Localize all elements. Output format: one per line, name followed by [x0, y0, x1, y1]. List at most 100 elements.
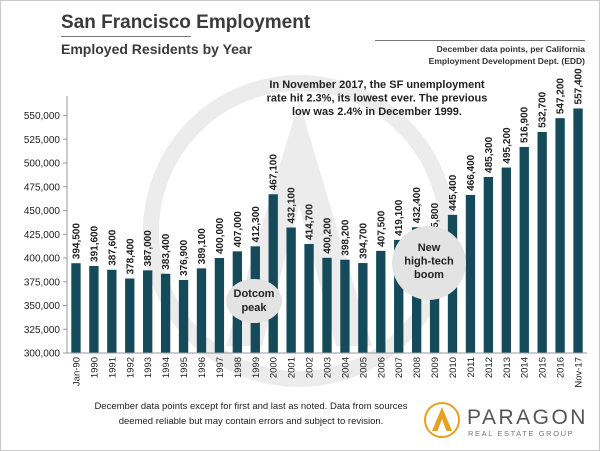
bar: [196, 268, 207, 353]
x-tick-label: 2016: [556, 357, 567, 378]
bar: [125, 278, 135, 353]
x-tick-label: 2002: [305, 357, 316, 378]
y-tick-label: 500,000: [24, 159, 61, 170]
x-tick-label: 1996: [197, 357, 208, 378]
bar: [394, 239, 404, 353]
unemployment-note-line: rate hit 2.3%, its lowest ever. The prev…: [267, 93, 488, 105]
unemployment-note-line: low was 2.4% in December 1999.: [292, 106, 462, 118]
x-tick-label: 1997: [215, 357, 226, 378]
y-tick-label: 425,000: [24, 230, 61, 241]
y-axis: 300,000 325,000 350,000 375,000 400,000 425,0…: [24, 96, 68, 360]
y-tick-label: 325,000: [24, 325, 61, 336]
paragon-logo: PARAGON REAL ESTATE GROUP: [424, 402, 588, 438]
data-label: 557,400: [574, 68, 585, 105]
data-label: 407,000: [233, 211, 244, 248]
bar: [286, 227, 296, 353]
data-label: 415,800: [430, 202, 441, 239]
x-tick-label: 2006: [376, 357, 387, 378]
bar: [268, 194, 278, 353]
x-tick-label: 1991: [107, 357, 118, 378]
data-label: 376,900: [179, 239, 190, 276]
hightech-callout-line: boom: [414, 269, 444, 281]
footer-line-2: deemed reliable but may contain errors a…: [118, 416, 384, 427]
bar: [519, 146, 529, 353]
bar: [304, 244, 314, 353]
bar: [537, 131, 547, 353]
footer-note: December data points except for first an…: [71, 399, 431, 429]
bar: [465, 194, 476, 353]
x-tick-label: 2003: [323, 357, 334, 378]
y-tick-label: 450,000: [24, 206, 61, 217]
data-label: 394,700: [358, 222, 369, 259]
data-label: 445,400: [448, 174, 459, 211]
dotcom-callout-bubble: [226, 279, 282, 323]
data-label: 485,300: [484, 136, 495, 173]
x-tick-label: Nov-17: [574, 357, 585, 388]
x-tick-label: 1992: [125, 357, 136, 378]
x-tick-label: 2013: [502, 357, 513, 378]
y-tick-label: 350,000: [24, 301, 61, 312]
data-label: 407,500: [376, 210, 387, 247]
bar: [501, 167, 511, 353]
data-label: 387,600: [107, 229, 118, 266]
bar: [178, 279, 189, 353]
bar: [376, 250, 386, 353]
data-label: 547,200: [556, 78, 567, 115]
data-label: 467,100: [269, 154, 280, 191]
y-tick-label: 400,000: [24, 254, 61, 265]
x-tick-label: 2005: [358, 357, 369, 378]
bar: [71, 263, 81, 353]
bar: [143, 270, 153, 353]
chart-subtitle: Employed Residents by Year: [61, 41, 253, 57]
data-label: 394,500: [71, 223, 82, 260]
x-tick-label: 1999: [251, 357, 262, 378]
data-label: 412,300: [251, 206, 262, 243]
y-tick-label: 550,000: [24, 111, 61, 122]
x-tick-label: 2007: [394, 357, 405, 378]
data-label: 391,600: [89, 225, 100, 262]
dotcom-callout-line: Dotcom: [234, 288, 275, 300]
chart-title: San Francisco Employment: [61, 12, 311, 33]
x-tick-label: 2000: [269, 357, 280, 378]
x-tick-label: 2009: [430, 357, 441, 378]
paragon-emblem-icon: [424, 402, 460, 438]
source-note: December data points, per California Emp…: [375, 37, 585, 67]
hightech-callout-bubble: [392, 226, 466, 300]
hightech-callout-line: high-tech: [404, 256, 454, 268]
x-tick-label: 1993: [143, 357, 154, 378]
data-label: 398,200: [340, 219, 351, 256]
data-label: 532,700: [538, 91, 549, 128]
source-divider: [375, 40, 585, 41]
bar: [160, 273, 171, 353]
x-tick-label: 1995: [179, 357, 190, 378]
bar: [214, 258, 225, 353]
dotcom-callout-line: peak: [241, 302, 267, 314]
hightech-callout-line: New: [418, 242, 441, 254]
bar: [107, 269, 117, 353]
footer-line-1: December data points except for first an…: [94, 401, 408, 412]
x-tick-label: 1994: [161, 357, 172, 378]
x-tick-label: 2015: [538, 357, 549, 378]
x-tick-label: 2004: [340, 357, 351, 378]
data-label: 432,400: [412, 187, 423, 224]
bar: [340, 259, 350, 353]
data-label: 414,700: [305, 203, 316, 240]
x-tick-label: 1990: [89, 357, 100, 378]
bar: [322, 257, 332, 353]
y-tick-label: 525,000: [24, 135, 61, 146]
bar: [483, 176, 494, 353]
data-label: 516,900: [520, 106, 531, 143]
x-tick-label: 1998: [233, 357, 244, 378]
x-tick-label: 2001: [287, 357, 298, 378]
data-label: 400,000: [215, 217, 226, 254]
logo-wordmark: PARAGON: [467, 406, 588, 429]
data-label: 378,400: [125, 238, 136, 275]
title-divider: [61, 36, 191, 37]
x-tick-label: 2012: [484, 357, 495, 378]
bar: [555, 118, 565, 353]
x-tick-label: 2008: [412, 357, 423, 378]
data-label: 466,400: [466, 154, 477, 191]
bar: [358, 263, 368, 353]
